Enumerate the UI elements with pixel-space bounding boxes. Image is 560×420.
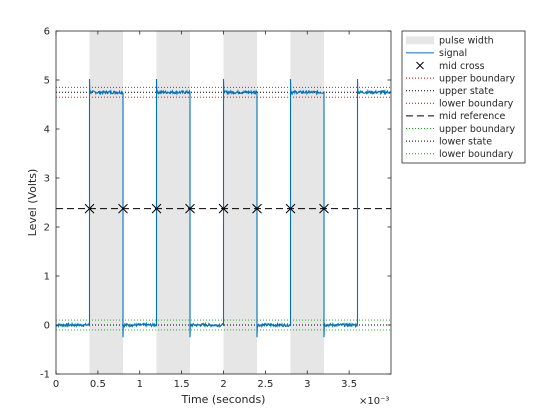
mid-cross-marker-8	[319, 203, 329, 214]
mid-cross-stroke	[185, 203, 195, 214]
legend-label: mid reference	[439, 111, 505, 122]
mid-cross-marker-6	[252, 203, 262, 214]
mid-cross-marker-1	[84, 203, 95, 214]
mid-cross-marker-2	[118, 203, 128, 214]
legend-label: upper state	[439, 86, 494, 97]
mid-cross-stroke	[319, 203, 329, 214]
x-tick-label: 0.5	[90, 379, 106, 390]
x-axis-ticks: 0 0.5 1 1.5 2 2.5 3 3.5	[53, 31, 357, 390]
legend-item: upper state	[406, 86, 494, 97]
legend-swatch-patch	[406, 36, 434, 45]
x-tick-label: 3.5	[341, 379, 357, 390]
x-tick-label: 1	[137, 379, 143, 390]
x-tick-label: 1.5	[174, 379, 190, 390]
pulse-width-region-1	[89, 31, 123, 374]
y-tick-label: 1	[44, 272, 50, 283]
y-tick-label: 5	[44, 76, 50, 87]
legend-item: signal	[406, 48, 467, 59]
pulse-width-region-3	[223, 31, 257, 374]
x-tick-label: 2.5	[257, 379, 273, 390]
x-tick-label: 0	[53, 379, 59, 390]
mid-cross-marker-7	[285, 203, 296, 214]
mid-cross-marker-3	[151, 203, 162, 214]
legend-item: upper boundary	[406, 124, 515, 135]
legend-label: lower boundary	[439, 149, 514, 160]
legend-label: upper boundary	[439, 73, 515, 84]
legend-label: lower boundary	[439, 99, 514, 110]
mid-cross-marker-5	[218, 203, 229, 214]
x-tick-label: 3	[304, 379, 310, 390]
y-tick-label: 4	[44, 125, 50, 136]
legend-item: mid reference	[406, 111, 505, 122]
legend-label: signal	[439, 48, 467, 59]
mid-cross-marker-4	[185, 203, 195, 214]
legend-item: pulse width	[406, 36, 494, 47]
y-tick-label: 0	[44, 321, 50, 332]
mid-cross-stroke	[252, 203, 262, 214]
pulse-width-region-2	[156, 31, 190, 374]
x-axis-exponent-label: ×10⁻³	[359, 396, 389, 407]
legend-item: lower state	[406, 136, 492, 147]
mid-cross-stroke	[218, 203, 229, 214]
legend-item: lower boundary	[406, 99, 514, 110]
pulse-width-regions	[89, 31, 324, 374]
y-tick-label: 2	[44, 223, 50, 234]
y-axis-label: Level (Volts)	[26, 169, 39, 237]
mid-cross-stroke	[151, 203, 162, 214]
legend-item: lower boundary	[406, 149, 514, 160]
y-tick-label: -1	[40, 370, 50, 381]
mid-cross-stroke	[285, 203, 296, 214]
legend-swatch-marker	[416, 61, 424, 70]
x-axis-label: Time (seconds)	[181, 393, 266, 406]
mid-cross-markers	[84, 203, 329, 214]
legend-label: mid cross	[439, 61, 485, 72]
legend-label: upper boundary	[439, 124, 515, 135]
y-tick-label: 3	[44, 174, 50, 185]
y-axis-ticks: -1 0 1 2 3 4 5 6	[40, 27, 391, 381]
legend-item: mid cross	[416, 61, 485, 72]
legend-item: upper boundary	[406, 73, 515, 84]
legend-label: pulse width	[439, 36, 494, 47]
signal-line	[55, 79, 392, 338]
legend-label: lower state	[439, 136, 492, 147]
mid-cross-stroke	[84, 203, 95, 214]
pulse-width-region-4	[290, 31, 324, 374]
x-tick-label: 2	[220, 379, 226, 390]
mid-cross-stroke	[118, 203, 128, 214]
y-tick-label: 6	[44, 27, 50, 38]
